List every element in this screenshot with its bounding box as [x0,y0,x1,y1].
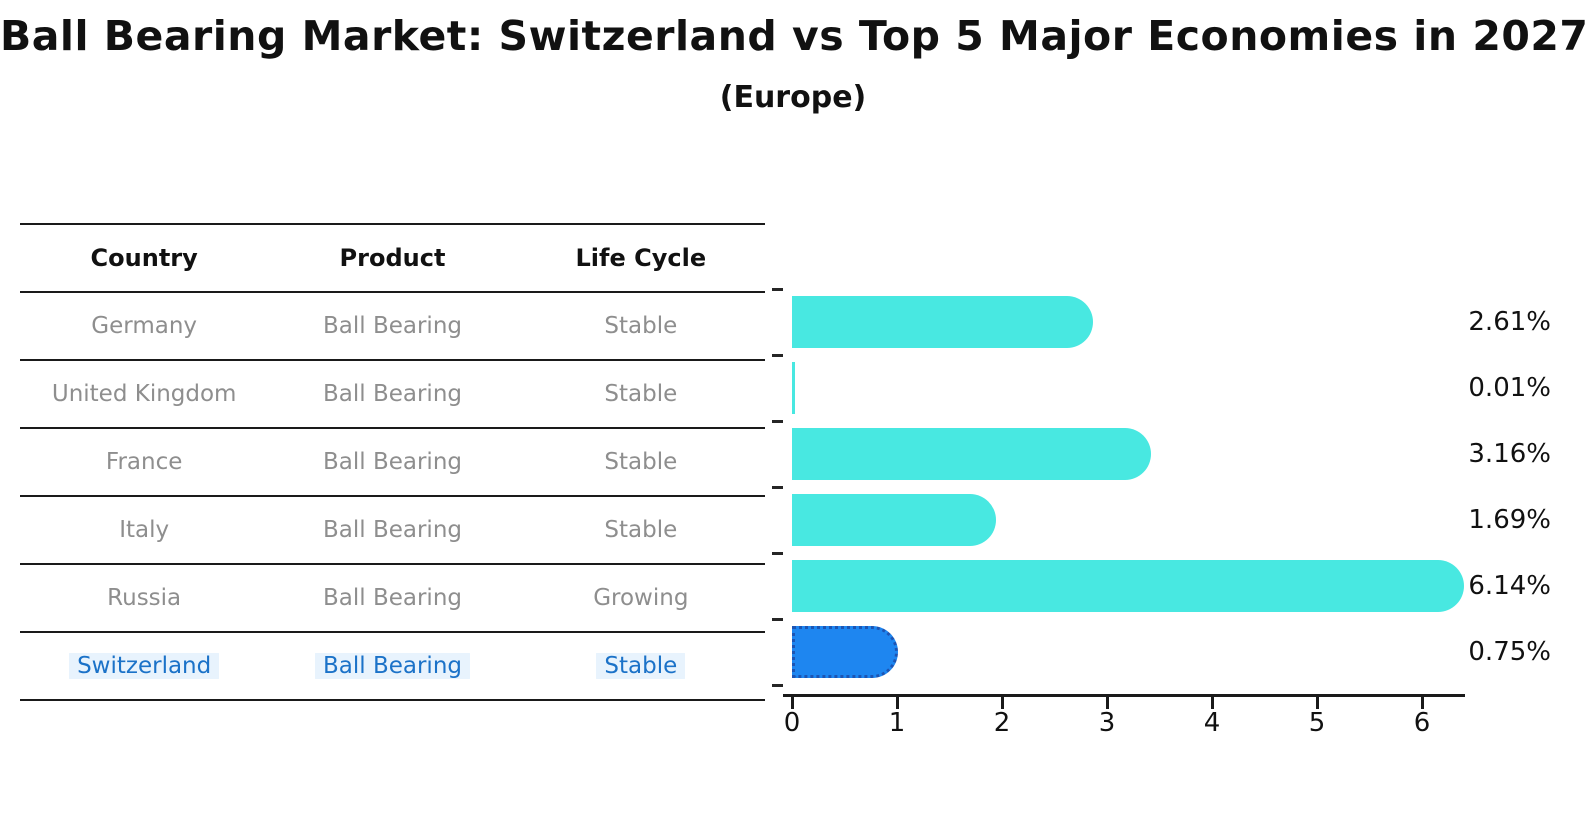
x-tick [1106,697,1109,709]
y-boundary-tick [772,618,783,621]
cell-text: Germany [91,313,198,339]
value-label: 6.14% [1468,571,1551,601]
table-header-row: Country Product Life Cycle [20,223,765,291]
table-row: Italy Ball Bearing Stable [20,495,765,563]
table-cell-product: Ball Bearing [268,653,516,679]
page-title: Ball Bearing Market: Switzerland vs Top … [0,12,1586,60]
table-cell-product: Ball Bearing [268,585,516,611]
table-cell-country: Germany [20,313,268,339]
value-label: 0.75% [1468,637,1551,667]
x-axis-line [783,694,1465,697]
x-tick-label: 3 [1098,708,1116,738]
cell-text: Italy [119,517,170,543]
page-subtitle: (Europe) [719,80,867,115]
table-row: Russia Ball Bearing Growing [20,563,765,631]
cell-text: Stable [604,517,678,543]
column-header-life-cycle: Life Cycle [575,244,707,272]
x-tick [1316,697,1319,709]
bar-italy [792,494,997,546]
table-row: Switzerland Ball Bearing Stable [20,631,765,701]
cell-text: Ball Bearing [322,517,462,543]
cell-text: Stable [604,381,678,407]
table-cell-country: France [20,449,268,475]
table-cell-product: Ball Bearing [268,517,516,543]
table-row: France Ball Bearing Stable [20,427,765,495]
table-cell-life-cycle: Growing [517,585,765,611]
table-row: United Kingdom Ball Bearing Stable [20,359,765,427]
table-cell-product: Ball Bearing [268,449,516,475]
value-label: 1.69% [1468,505,1551,535]
bar-france [792,428,1151,480]
cell-text: France [105,449,183,475]
cell-text: Stable [604,313,678,339]
y-boundary-tick [772,354,783,357]
x-tick [896,697,899,709]
table-cell-product: Ball Bearing [268,381,516,407]
table-cell-life-cycle: Stable [517,517,765,543]
bar-highlight-switzerland [792,626,898,678]
y-boundary-tick [772,288,783,291]
x-tick-label: 1 [888,708,906,738]
table-cell-life-cycle: Stable [517,653,765,679]
x-tick-label: 4 [1203,708,1221,738]
table-cell-country: Russia [20,585,268,611]
table-cell-life-cycle: Stable [517,449,765,475]
table-cell-life-cycle: Stable [517,313,765,339]
y-boundary-tick [772,552,783,555]
data-table: Country Product Life Cycle Germany Ball B… [20,223,765,701]
x-tick [1211,697,1214,709]
value-label: 0.01% [1468,373,1551,403]
y-boundary-tick [772,684,783,687]
table-row: Germany Ball Bearing Stable [20,291,765,359]
cell-text: Stable [604,449,678,475]
x-tick-label: 6 [1413,708,1431,738]
x-tick [1421,697,1424,709]
cell-text: Growing [593,585,689,611]
x-tick-label: 2 [993,708,1011,738]
table-cell-product: Ball Bearing [268,313,516,339]
y-boundary-tick [772,420,783,423]
table-cell-country: United Kingdom [20,381,268,407]
cell-text: Russia [107,585,182,611]
x-tick [1001,697,1004,709]
x-tick [791,697,794,709]
cell-text: Ball Bearing [322,313,462,339]
table-cell-country: Switzerland [20,653,268,679]
bar-russia [792,560,1464,612]
y-boundary-tick [772,486,783,489]
cell-text: Ball Bearing [314,653,470,679]
x-tick-label: 5 [1308,708,1326,738]
column-header-product: Product [339,244,446,272]
x-tick-label: 0 [783,708,801,738]
value-label: 2.61% [1468,307,1551,337]
table-cell-life-cycle: Stable [517,381,765,407]
table-rows: Germany Ball Bearing Stable United Kingdom B… [20,291,765,701]
cell-text: Stable [596,653,686,679]
cell-text: Ball Bearing [322,381,462,407]
cell-text: Switzerland [69,653,220,679]
bar-chart: 2.61% 0.01% 3.16% 1.69% 6.14% 0.75% [0,288,1586,687]
table-cell-country: Italy [20,517,268,543]
bar-united-kingdom [792,362,795,414]
cell-text: Ball Bearing [322,585,462,611]
value-label: 3.16% [1468,439,1551,469]
column-header-country: Country [90,244,198,272]
cell-text: United Kingdom [51,381,237,407]
bar-germany [792,296,1094,348]
cell-text: Ball Bearing [322,449,462,475]
